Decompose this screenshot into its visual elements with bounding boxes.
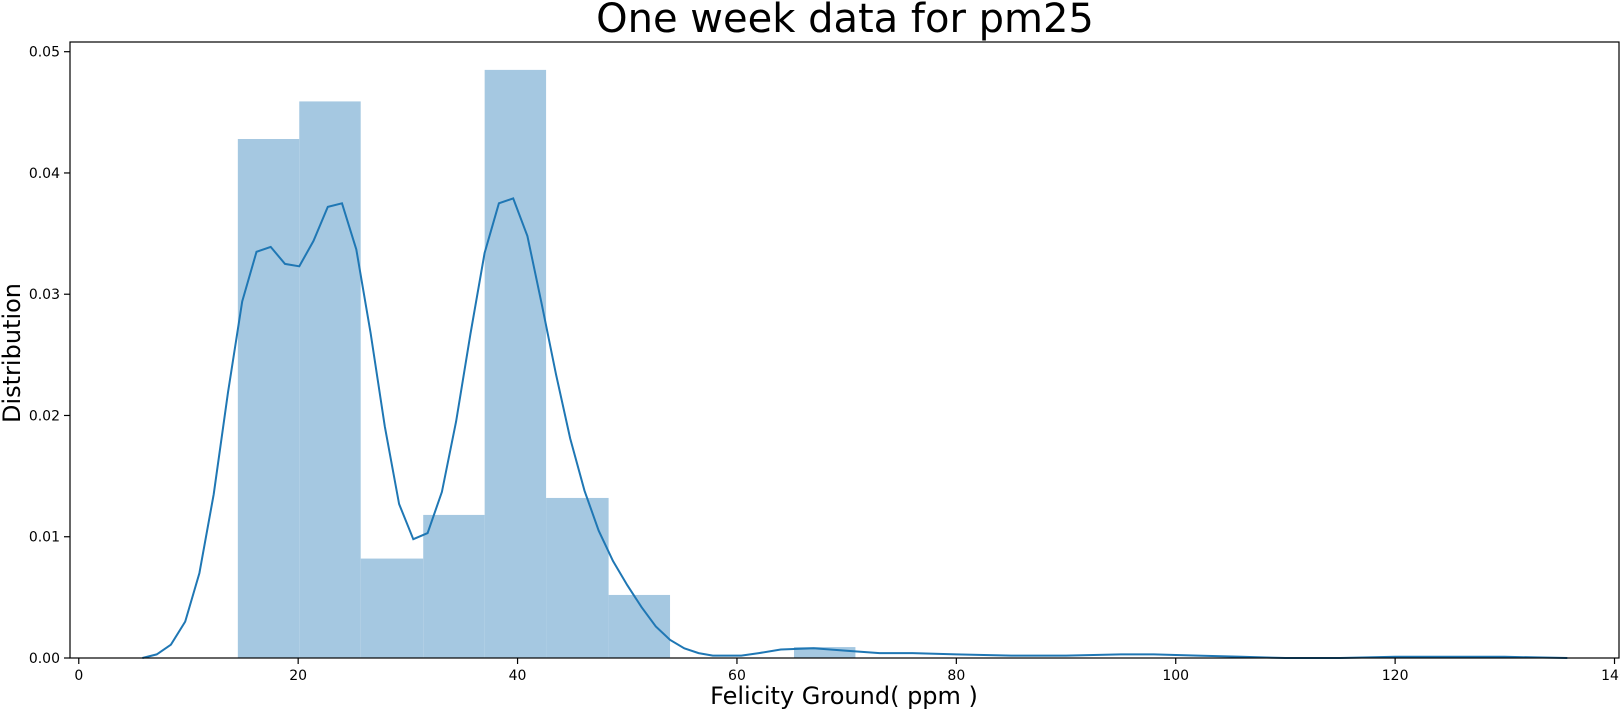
x-tick-label: 0 bbox=[74, 668, 83, 684]
histogram-bar bbox=[423, 514, 485, 658]
x-tick-label: 40 bbox=[509, 668, 527, 684]
x-tick-label: 80 bbox=[947, 668, 965, 684]
x-axis-label: Felicity Ground( ppm ) bbox=[710, 682, 978, 710]
x-tick-label: 60 bbox=[728, 668, 746, 684]
histogram-bar bbox=[360, 558, 424, 658]
histogram-bar bbox=[546, 497, 609, 658]
y-axis-label: Distribution bbox=[0, 283, 26, 423]
histogram-bar bbox=[299, 101, 361, 659]
y-tick-label: 0.02 bbox=[29, 408, 60, 424]
kde-curve bbox=[142, 197, 1568, 659]
y-tick-label: 0.05 bbox=[29, 45, 60, 61]
y-axis-ticks: 0.00 0.01 0.02 0.03 0.04 0.05 bbox=[29, 45, 70, 667]
histogram-bar bbox=[484, 69, 547, 658]
x-tick-label: 140 bbox=[1601, 668, 1620, 684]
histogram-bar bbox=[793, 647, 856, 658]
x-tick-label: 20 bbox=[289, 668, 307, 684]
y-tick-label: 0.04 bbox=[29, 166, 60, 182]
plot-area-frame bbox=[69, 41, 1620, 659]
y-tick-label: 0.03 bbox=[29, 287, 60, 303]
histogram-bars bbox=[237, 69, 856, 659]
x-tick-label: 100 bbox=[1162, 668, 1189, 684]
x-axis-ticks: 0 20 40 60 80 100 120 140 bbox=[74, 658, 1620, 684]
y-tick-label: 0.01 bbox=[29, 530, 60, 546]
chart-title: One week data for pm25 bbox=[596, 0, 1094, 42]
x-tick-label: 120 bbox=[1382, 668, 1409, 684]
histogram-bar bbox=[237, 139, 300, 658]
y-tick-label: 0.00 bbox=[29, 651, 60, 667]
